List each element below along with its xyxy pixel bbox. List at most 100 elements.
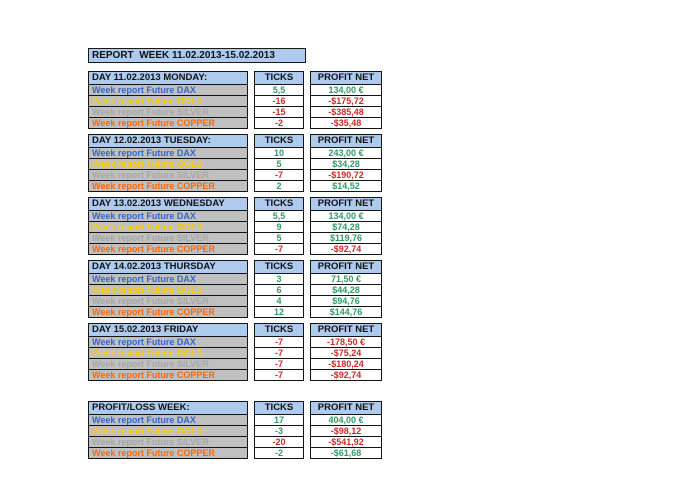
instrument-label-dax: Week report Future DAX (89, 414, 247, 425)
label-column: DAY 13.02.2013 WEDNESDAY Week report Fut… (88, 197, 248, 255)
ticks-column: TICKS -7 -7 -7 -7 (254, 323, 304, 381)
ticks-value: 5,5 (255, 210, 303, 221)
profit-column-header: PROFIT NET (311, 402, 381, 414)
ticks-value: 4 (255, 295, 303, 306)
ticks-column: TICKS 5,5 -16 -15 -2 (254, 71, 304, 129)
ticks-value: -3 (255, 425, 303, 436)
instrument-label-dax: Week report Future DAX (89, 336, 247, 347)
label-column: DAY 11.02.2013 MONDAY: Week report Futur… (88, 71, 248, 129)
ticks-column-header: TICKS (255, 135, 303, 147)
profit-column-header: PROFIT NET (311, 261, 381, 273)
ticks-value: -2 (255, 447, 303, 458)
profit-column-header: PROFIT NET (311, 324, 381, 336)
profit-column-header: PROFIT NET (311, 72, 381, 84)
ticks-value: -2 (255, 117, 303, 128)
table-header: DAY 14.02.2013 THURSDAY (89, 261, 247, 273)
instrument-label-copper: Week report Future COPPER (89, 369, 247, 380)
profit-value: -$75,24 (311, 347, 381, 358)
profit-column: PROFIT NET 243,00 € $34,28 -$190,72 $14,… (310, 134, 382, 192)
profit-column: PROFIT NET 134,00 € -$175,72 -$385,48 -$… (310, 71, 382, 129)
week-summary-table: PROFIT/LOSS WEEK: Week report Future DAX… (88, 401, 388, 459)
table-header: DAY 12.02.2013 TUESDAY: (89, 135, 247, 147)
label-column: DAY 15.02.2013 FRIDAY Week report Future… (88, 323, 248, 381)
day-table-tuesday: DAY 12.02.2013 TUESDAY: Week report Futu… (88, 134, 388, 192)
instrument-label-copper: Week report Future COPPER (89, 117, 247, 128)
instrument-label-dax: Week report Future DAX (89, 147, 247, 158)
ticks-value: 6 (255, 284, 303, 295)
day-table-wednesday: DAY 13.02.2013 WEDNESDAY Week report Fut… (88, 197, 388, 255)
instrument-label-copper: Week report Future COPPER (89, 243, 247, 254)
instrument-label-silver: Week report Future SILVER (89, 436, 247, 447)
profit-value: -$92,74 (311, 369, 381, 380)
instrument-label-copper: Week report Future COPPER (89, 180, 247, 191)
profit-value: -$98,12 (311, 425, 381, 436)
table-header: DAY 11.02.2013 MONDAY: (89, 72, 247, 84)
ticks-value: -7 (255, 336, 303, 347)
ticks-value: -7 (255, 169, 303, 180)
instrument-label-dax: Week report Future DAX (89, 84, 247, 95)
ticks-value: 2 (255, 180, 303, 191)
ticks-value: 5 (255, 158, 303, 169)
instrument-label-gold: Week report Future GOLD (89, 158, 247, 169)
table-header: DAY 15.02.2013 FRIDAY (89, 324, 247, 336)
ticks-column-header: TICKS (255, 261, 303, 273)
ticks-value: 5,5 (255, 84, 303, 95)
instrument-label-gold: Week report Future GOLD (89, 95, 247, 106)
profit-value: 134,00 € (311, 84, 381, 95)
ticks-column-header: TICKS (255, 72, 303, 84)
profit-value: -$175,72 (311, 95, 381, 106)
ticks-column-header: TICKS (255, 324, 303, 336)
instrument-label-gold: Week report Future GOLD (89, 284, 247, 295)
profit-value: -$190,72 (311, 169, 381, 180)
profit-value: $74,28 (311, 221, 381, 232)
profit-value: -$180,24 (311, 358, 381, 369)
ticks-value: -7 (255, 358, 303, 369)
instrument-label-gold: Week report Future GOLD (89, 221, 247, 232)
profit-value: -$541,92 (311, 436, 381, 447)
ticks-value: 3 (255, 273, 303, 284)
instrument-label-copper: Week report Future COPPER (89, 447, 247, 458)
profit-value: $144,76 (311, 306, 381, 317)
profit-value: 243,00 € (311, 147, 381, 158)
instrument-label-silver: Week report Future SILVER (89, 358, 247, 369)
ticks-value: 17 (255, 414, 303, 425)
ticks-value: -16 (255, 95, 303, 106)
profit-column: PROFIT NET 71,50 € $44,28 $94,76 $144,76 (310, 260, 382, 318)
table-header: PROFIT/LOSS WEEK: (89, 402, 247, 414)
ticks-column-header: TICKS (255, 198, 303, 210)
profit-value: -$92,74 (311, 243, 381, 254)
ticks-column: TICKS 3 6 4 12 (254, 260, 304, 318)
instrument-label-dax: Week report Future DAX (89, 210, 247, 221)
profit-value: $94,76 (311, 295, 381, 306)
label-column: PROFIT/LOSS WEEK: Week report Future DAX… (88, 401, 248, 459)
label-column: DAY 14.02.2013 THURSDAY Week report Futu… (88, 260, 248, 318)
instrument-label-gold: Week report Future GOLD (89, 425, 247, 436)
profit-column: PROFIT NET -178,50 € -$75,24 -$180,24 -$… (310, 323, 382, 381)
profit-column-header: PROFIT NET (311, 135, 381, 147)
profit-value: $14,52 (311, 180, 381, 191)
ticks-value: 9 (255, 221, 303, 232)
day-table-thursday: DAY 14.02.2013 THURSDAY Week report Futu… (88, 260, 388, 318)
report-title: REPORT WEEK 11.02.2013-15.02.2013 (88, 48, 306, 63)
ticks-column: TICKS 10 5 -7 2 (254, 134, 304, 192)
instrument-label-dax: Week report Future DAX (89, 273, 247, 284)
ticks-value: -20 (255, 436, 303, 447)
ticks-value: 5 (255, 232, 303, 243)
ticks-column: TICKS 17 -3 -20 -2 (254, 401, 304, 459)
profit-value: $34,28 (311, 158, 381, 169)
profit-value: 134,00 € (311, 210, 381, 221)
instrument-label-silver: Week report Future SILVER (89, 169, 247, 180)
ticks-value: 10 (255, 147, 303, 158)
instrument-label-silver: Week report Future SILVER (89, 295, 247, 306)
ticks-value: -7 (255, 243, 303, 254)
table-header: DAY 13.02.2013 WEDNESDAY (89, 198, 247, 210)
profit-value: -$61,68 (311, 447, 381, 458)
profit-value: $119,76 (311, 232, 381, 243)
profit-column: PROFIT NET 404,00 € -$98,12 -$541,92 -$6… (310, 401, 382, 459)
profit-value: -$385,48 (311, 106, 381, 117)
profit-value: 404,00 € (311, 414, 381, 425)
ticks-value: 12 (255, 306, 303, 317)
day-table-monday: DAY 11.02.2013 MONDAY: Week report Futur… (88, 71, 388, 129)
ticks-column-header: TICKS (255, 402, 303, 414)
ticks-value: -7 (255, 347, 303, 358)
